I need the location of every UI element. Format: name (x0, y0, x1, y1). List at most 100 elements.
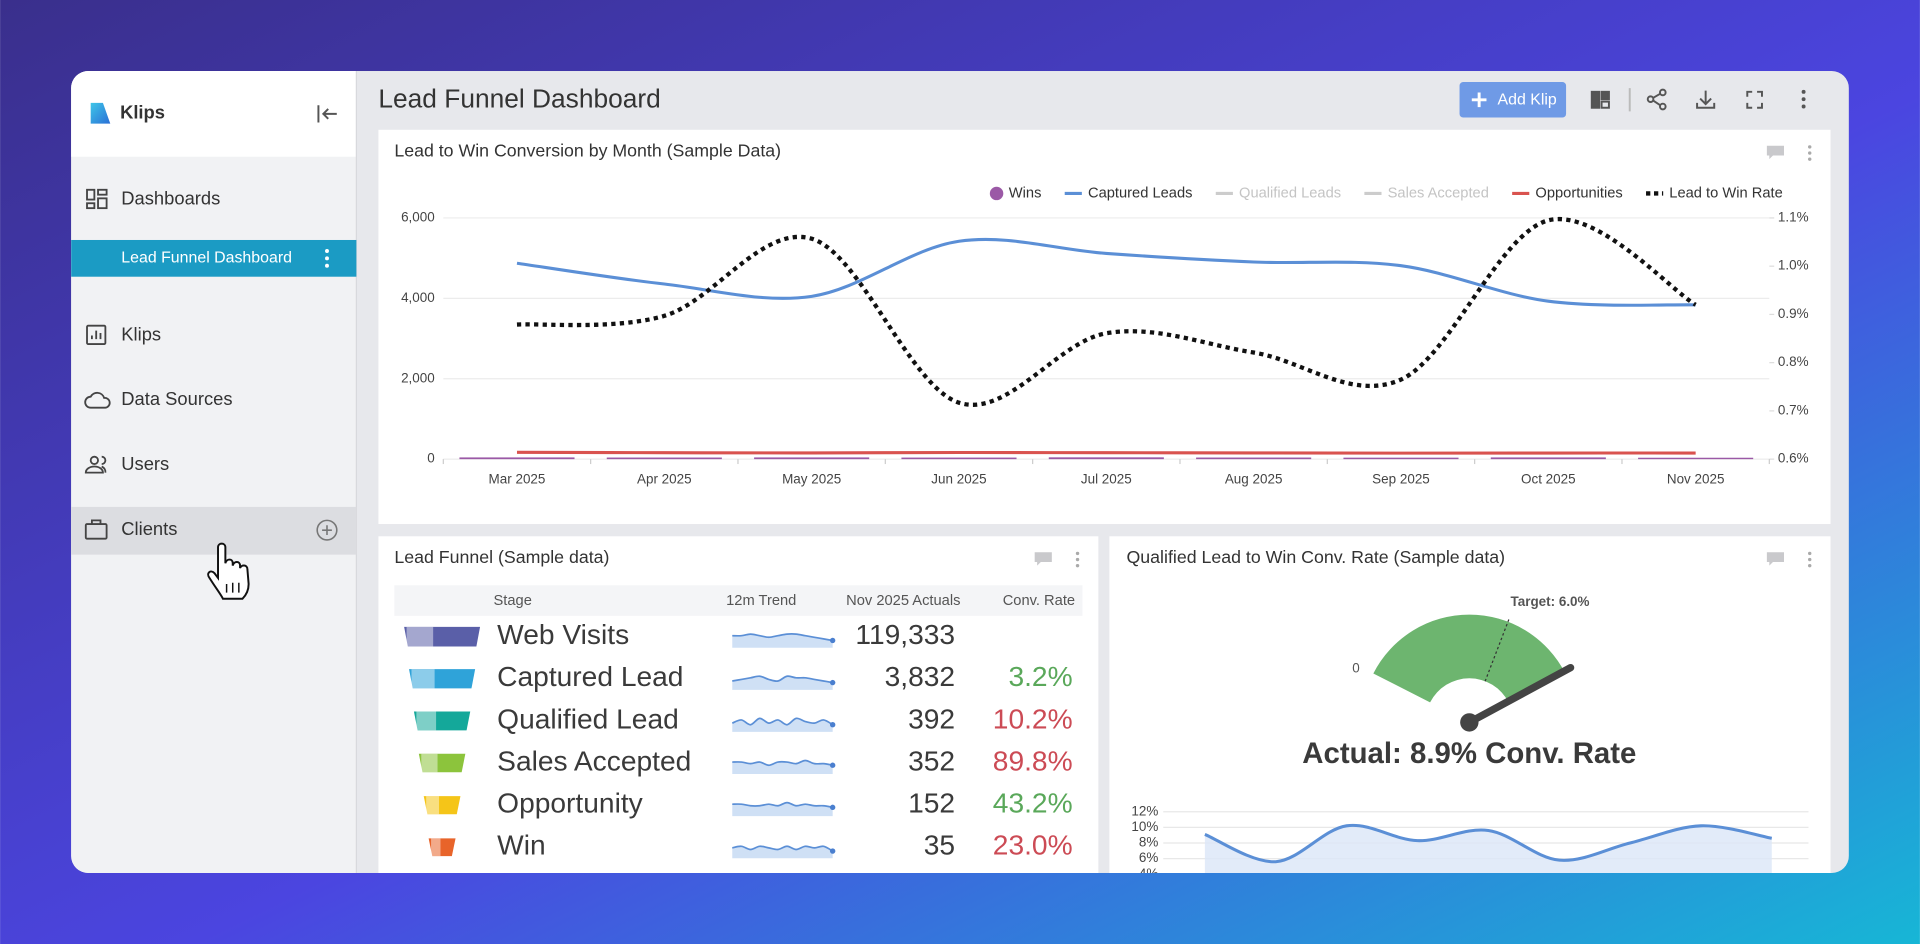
x-tick-label: Apr 2025 (637, 472, 692, 487)
bar (1490, 457, 1606, 460)
stage-icon-shine (426, 796, 440, 815)
nav-users[interactable]: Users (84, 453, 169, 474)
nav-data-sources[interactable]: Data Sources (84, 388, 233, 409)
trend-line (732, 801, 833, 809)
stage-name: Captured Lead (497, 661, 683, 692)
trend-end (829, 722, 836, 728)
area-line (1204, 823, 1773, 864)
column-header: Stage (494, 593, 532, 609)
legend-label: Lead to Win Rate (1669, 185, 1782, 201)
gauge-hub (1460, 713, 1479, 732)
nav-label: Data Sources (121, 388, 232, 409)
stage-icon (423, 796, 461, 815)
add-client[interactable] (316, 519, 338, 541)
klip-title: Lead to Win Conversion by Month (Sample … (394, 141, 781, 161)
brand-logo (90, 102, 111, 124)
icon (84, 519, 108, 540)
fullscreen-button[interactable] (1746, 90, 1763, 109)
more-button[interactable] (1801, 89, 1806, 109)
y2-tick-label: 0.9% (1778, 306, 1809, 321)
x-tick-label: Jun 2025 (931, 472, 986, 487)
y-tick-label: 0 (427, 451, 434, 466)
nav-clients[interactable]: Clients (71, 506, 357, 555)
series-line (516, 450, 1696, 455)
download-button[interactable] (1696, 90, 1716, 109)
icon (86, 188, 108, 210)
hand-cursor-lines (225, 582, 240, 593)
add-klip-button[interactable]: Add Klip (1459, 82, 1567, 118)
actual-value: 119,333 (855, 619, 955, 650)
column-header: 12m Trend (726, 593, 796, 609)
stage-icon-shine (421, 753, 438, 773)
conv-rate: 89.8% (993, 745, 1073, 776)
active-item (71, 239, 357, 277)
x-tick-label: Jul 2025 (1081, 472, 1132, 487)
gauge-band (1373, 614, 1566, 703)
stage-icon-shine (416, 711, 437, 731)
klip-menu-dot (1808, 151, 1812, 155)
stage-icon-shine (406, 626, 434, 647)
actual-value: 392 (908, 703, 955, 734)
bar (459, 457, 575, 460)
comment-button[interactable] (1034, 552, 1052, 566)
bar (1638, 457, 1754, 460)
comment-button[interactable] (1766, 552, 1785, 566)
icon (84, 455, 107, 474)
nav-label: Klips (121, 323, 161, 344)
trend-fill (732, 676, 833, 690)
nav-klips[interactable]: Klips (86, 323, 161, 345)
nav-label: Users (121, 453, 169, 474)
x-tick-label: Nov 2025 (1667, 472, 1725, 487)
conv-rate: 23.0% (993, 830, 1073, 861)
nav-lead-funnel-dashboard[interactable]: Lead Funnel Dashboard (71, 239, 357, 277)
column-header: Nov 2025 Actuals (846, 593, 960, 609)
plus-icon (1471, 92, 1487, 108)
conv-rate: 43.2% (993, 788, 1073, 819)
collapse-button[interactable] (317, 105, 337, 123)
actual-value: 352 (908, 745, 955, 776)
hover-band (71, 506, 357, 555)
conv-rate: 10.2% (993, 703, 1073, 734)
bar (1196, 457, 1312, 460)
klip-title: Qualified Lead to Win Conv. Rate (Sample… (1127, 547, 1506, 567)
comment-button[interactable] (1766, 145, 1785, 160)
gauge-target (1484, 617, 1511, 682)
stage-name: Web Visits (497, 619, 629, 650)
stage-name: Opportunity (497, 788, 643, 819)
gauge-value-label: Actual: 8.9% Conv. Rate (1302, 737, 1636, 770)
nav-dashboards[interactable]: Dashboards (86, 187, 220, 210)
stage-name: Win (497, 830, 545, 861)
trend-fill (732, 760, 833, 775)
x-tick-label: May 2025 (782, 472, 841, 487)
legend-label: Wins (1009, 185, 1042, 201)
share-button[interactable] (1646, 88, 1667, 111)
item-menu[interactable] (325, 249, 329, 268)
klip-panel (1109, 536, 1831, 873)
trend-line (732, 845, 834, 852)
y-tick-label: 8% (1139, 835, 1158, 850)
trend-line (732, 759, 833, 767)
gauge-needle (1465, 663, 1575, 727)
bar (754, 457, 870, 460)
layout-button[interactable] (1590, 90, 1610, 109)
trend-fill (732, 846, 833, 859)
klip-menu-dot (1808, 145, 1812, 149)
actual-value: 3,832 (885, 661, 955, 692)
dashboard-title: Lead Funnel Dashboard (378, 83, 660, 113)
bar (606, 457, 722, 460)
y2-tick-label: 0.7% (1778, 402, 1809, 417)
stage-icon (404, 626, 481, 647)
klip-title: Lead Funnel (Sample data) (394, 547, 609, 567)
legend-marker (989, 186, 1004, 201)
bar (1048, 457, 1164, 460)
icon (86, 324, 107, 345)
legend-label: Opportunities (1535, 185, 1622, 201)
conv-rate: 3.2% (1008, 661, 1072, 692)
y-tick-label: 6% (1139, 850, 1158, 865)
klip-menu-dot (1808, 557, 1812, 562)
legend-label: Qualified Leads (1239, 185, 1341, 201)
x-tick-label: Mar 2025 (489, 472, 546, 487)
klip-menu-dot (1808, 157, 1812, 161)
y-tick-label: 4% (1139, 866, 1158, 881)
